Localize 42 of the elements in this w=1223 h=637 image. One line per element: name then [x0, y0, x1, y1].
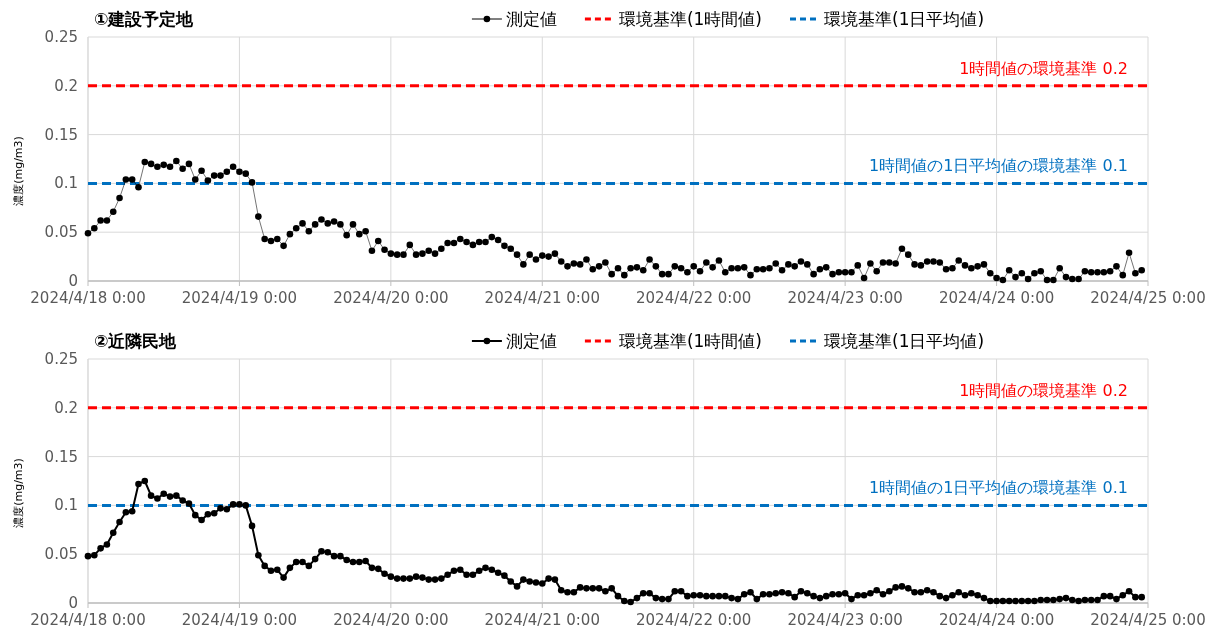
y-axis-title: 濃度(mg/m3)	[12, 136, 25, 206]
y-tick-label: 0.1	[54, 174, 78, 193]
y-tick-label: 0.05	[44, 223, 78, 242]
legend-label: 環境基準(1日平均値)	[824, 9, 985, 29]
x-tick-label: 2024/4/19 0:00	[181, 289, 298, 307]
chart-title: ②近隣民地	[94, 331, 178, 351]
x-tick-label: 2024/4/21 0:00	[484, 289, 600, 307]
legend-label: 測定値	[505, 331, 557, 351]
y-tick-label: 0.15	[44, 447, 78, 466]
y-tick-label: 0	[68, 594, 78, 612]
annotation: 1時間値の1日平均値の環境基準 0.1	[869, 478, 1128, 498]
legend-label: 測定値	[505, 9, 557, 29]
x-tick-label: 2024/4/22 0:00	[636, 611, 752, 629]
y-axis-title: 濃度(mg/m3)	[12, 458, 25, 528]
y-tick-label: 0.05	[44, 545, 78, 564]
chart-title: ①建設予定地	[94, 9, 195, 29]
annotation: 1時間値の環境基準 0.2	[959, 58, 1128, 78]
x-tick-label: 2024/4/20 0:00	[333, 289, 449, 307]
x-tick-label: 2024/4/23 0:00	[787, 611, 903, 629]
x-tick-label: 2024/4/22 0:00	[636, 289, 752, 307]
legend-label: 環境基準(1時間値)	[618, 9, 762, 29]
y-tick-label: 0	[68, 272, 78, 290]
x-tick-label: 2024/4/19 0:00	[181, 611, 298, 629]
y-tick-label: 0.25	[44, 28, 78, 46]
x-tick-label: 2024/4/25 0:00	[1090, 611, 1206, 629]
y-tick-label: 0.15	[44, 125, 78, 144]
legend-label: 環境基準(1日平均値)	[824, 331, 985, 351]
y-tick-label: 0.2	[54, 398, 78, 417]
x-tick-label: 2024/4/24 0:00	[938, 611, 1055, 629]
annotation: 1時間値の環境基準 0.2	[959, 380, 1128, 400]
y-tick-label: 0.25	[44, 350, 78, 368]
x-tick-label: 2024/4/21 0:00	[484, 611, 600, 629]
x-tick-label: 2024/4/18 0:00	[30, 611, 146, 629]
y-tick-label: 0.2	[54, 76, 78, 95]
x-tick-label: 2024/4/18 0:00	[30, 289, 146, 307]
annotation: 1時間値の1日平均値の環境基準 0.1	[869, 156, 1128, 176]
x-tick-label: 2024/4/25 0:00	[1090, 289, 1206, 307]
x-tick-label: 2024/4/20 0:00	[333, 611, 449, 629]
x-tick-label: 2024/4/24 0:00	[938, 289, 1055, 307]
legend-label: 環境基準(1時間値)	[618, 331, 762, 351]
y-tick-label: 0.1	[54, 496, 78, 515]
x-tick-label: 2024/4/23 0:00	[787, 289, 903, 307]
